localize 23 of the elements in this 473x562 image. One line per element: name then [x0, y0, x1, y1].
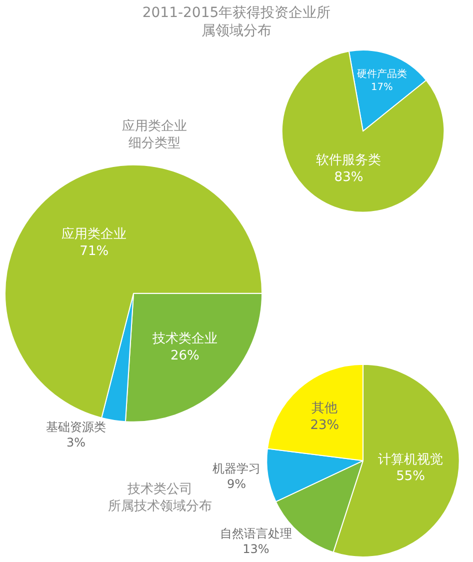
data-label: 9% [226, 476, 246, 491]
text: 应用类企业细分类型 [122, 118, 187, 151]
text: 技术类公司所属技术领域分布 [108, 482, 212, 514]
data-label: 26% [170, 348, 200, 364]
slice-label: 硬件产品类 [356, 68, 407, 80]
slice-label: 计算机视觉 [378, 452, 444, 468]
data-label: 71% [80, 244, 109, 260]
pie-slice [4, 164, 263, 418]
slice-label: 机器学习 [212, 461, 260, 476]
slice-label: 应用类企业 [62, 226, 127, 242]
data-label: 23% [310, 418, 340, 434]
pie-slice [281, 50, 445, 213]
slice-label: 其他 [312, 401, 338, 416]
slice-label: 软件服务类 [316, 153, 382, 168]
data-label: 17% [371, 82, 393, 93]
slice-label: 基础资源类 [46, 420, 106, 434]
data-label: 3% [66, 436, 86, 450]
chart-title: 2011-2015年获得投资企业所属领域分布 [142, 4, 331, 40]
data-label: 83% [334, 170, 364, 186]
data-label: 13% [242, 542, 270, 556]
slice-label: 自然语言处理 [220, 526, 292, 540]
slice-label: 技术类企业 [151, 332, 218, 347]
data-label: 55% [396, 469, 426, 484]
